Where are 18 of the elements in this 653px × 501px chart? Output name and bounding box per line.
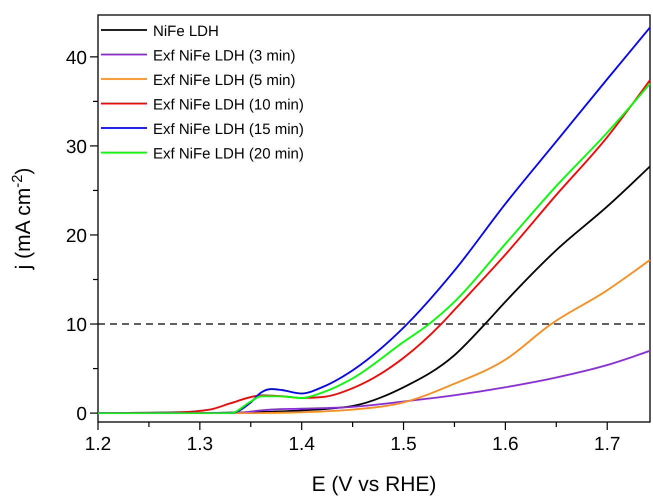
y-tick-label: 30 bbox=[66, 136, 87, 158]
legend-label: Exf NiFe LDH (20 min) bbox=[153, 146, 304, 162]
x-tick-label: 1.2 bbox=[84, 434, 112, 455]
legend-label: Exf NiFe LDH (3 min) bbox=[153, 48, 296, 64]
x-tick-label: 1.5 bbox=[390, 434, 417, 455]
y-tick-label: 20 bbox=[66, 226, 87, 247]
x-axis-title: E (V vs RHE) bbox=[312, 473, 436, 496]
legend-label: NiFe LDH bbox=[153, 23, 219, 40]
legend-label: Exf NiFe LDH (15 min) bbox=[153, 121, 304, 138]
x-tick-label: 1.4 bbox=[288, 434, 316, 455]
y-tick-label: 10 bbox=[66, 315, 87, 336]
x-tick-label: 1.3 bbox=[186, 434, 214, 455]
x-tick-label: 1.7 bbox=[594, 434, 620, 455]
legend-label: Exf NiFe LDH (5 min) bbox=[153, 72, 296, 89]
y-tick-label: 40 bbox=[66, 48, 87, 69]
x-tick-label: 1.6 bbox=[492, 434, 519, 455]
y-tick-label: 0 bbox=[76, 404, 87, 426]
legend-label: Exf NiFe LDH (10 min) bbox=[153, 96, 304, 114]
